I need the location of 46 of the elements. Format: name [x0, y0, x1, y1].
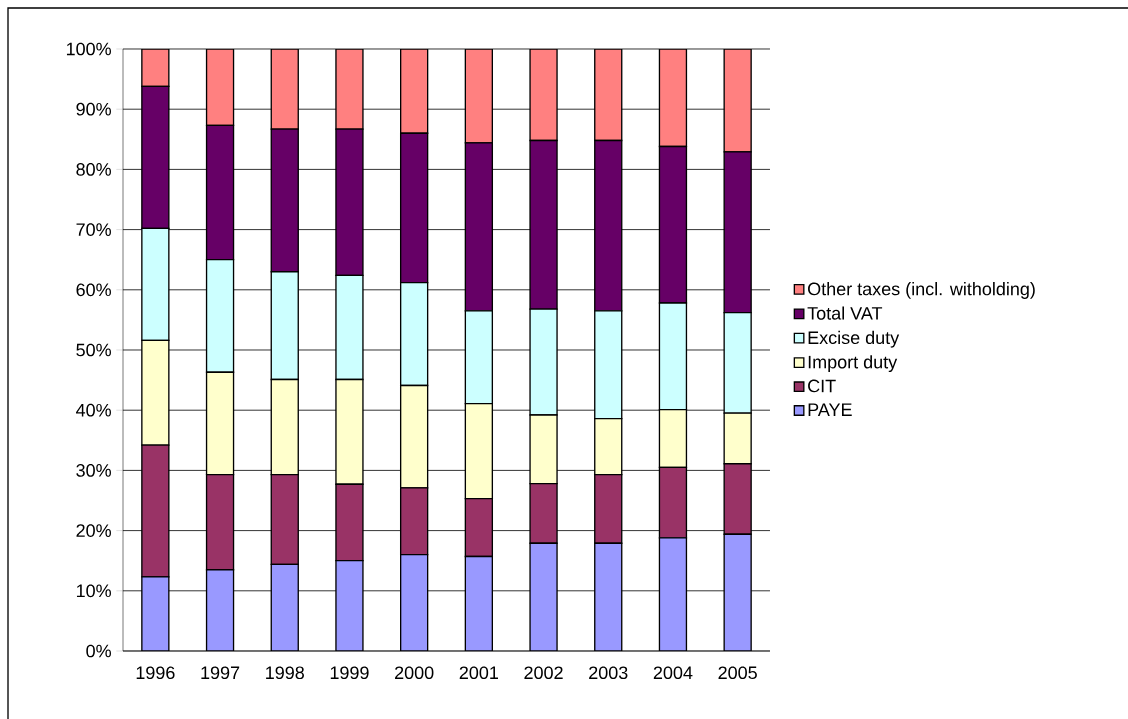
y-tick-label: 30%: [76, 464, 111, 477]
y-tick-label: 40%: [76, 403, 111, 417]
bar: [594, 542, 623, 651]
legend-label: Import duty: [808, 355, 898, 373]
y-tick-label: 60%: [76, 283, 111, 297]
x-tick-label: 2003: [589, 666, 628, 680]
bar: [205, 49, 235, 127]
bar: [464, 49, 494, 144]
legend-label: Excise duty: [808, 330, 900, 348]
bar: [270, 49, 299, 130]
legend-label: Other taxes (incl. witholding): [808, 282, 1035, 299]
bar: [594, 49, 623, 142]
x-tick-label: 2001: [459, 666, 498, 680]
bar: [658, 537, 688, 651]
y-tick-label: 100%: [66, 42, 111, 56]
x-tick-label: 1999: [330, 666, 369, 680]
x-tick-label: 1997: [201, 666, 240, 680]
bar: [335, 560, 364, 651]
bar: [399, 554, 429, 651]
bar: [399, 49, 429, 134]
legend-label: CIT: [808, 379, 836, 393]
bar: [335, 49, 364, 130]
bar: [723, 533, 752, 651]
x-tick-label: 1996: [136, 666, 175, 680]
bar: [205, 569, 235, 651]
bar: [723, 49, 752, 153]
x-tick-label: 2002: [524, 666, 563, 680]
x-tick-label: 2005: [718, 666, 757, 680]
x-tick-label: 2000: [395, 666, 434, 680]
bar: [464, 555, 494, 651]
bar: [529, 542, 558, 651]
bar: [529, 49, 558, 142]
y-tick-label: 20%: [76, 524, 111, 537]
legend-label: PAYE: [808, 403, 852, 416]
x-tick-label: 2004: [653, 666, 693, 680]
bar: [270, 563, 299, 651]
bar: [658, 49, 688, 148]
y-tick-label: 0%: [86, 644, 111, 658]
y-tick-label: 10%: [76, 584, 111, 598]
x-tick-label: 1998: [266, 666, 304, 680]
y-tick-label: 50%: [76, 343, 111, 357]
y-tick-label: 80%: [76, 163, 111, 176]
y-tick-label: 70%: [76, 223, 111, 236]
legend-label: Total VAT: [807, 306, 883, 320]
bar: [141, 576, 170, 651]
y-tick-label: 90%: [76, 102, 111, 116]
